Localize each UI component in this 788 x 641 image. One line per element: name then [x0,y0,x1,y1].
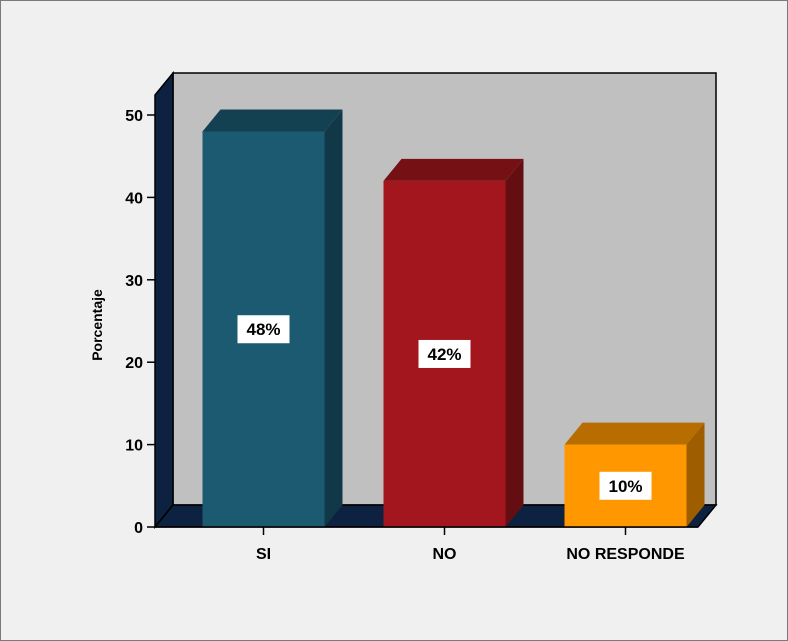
data-label-box [237,315,290,344]
y-tick-label: 30 [125,273,143,290]
data-label-box [418,339,471,368]
x-tick-label: SI [256,546,271,563]
bar-no-responde: 10% [564,422,705,527]
data-label: 42% [427,345,461,364]
x-tick-label: NO RESPONDE [566,546,685,563]
bar-top [564,422,705,445]
bar-side [686,422,705,527]
data-label: 10% [608,477,642,496]
bars: 48% 42% 10% [202,109,705,528]
bar-side [505,158,524,528]
y-axis-title: Porcentaje [89,289,105,361]
y-tick-label: 20 [125,355,143,372]
y-tick-label: 0 [134,520,143,537]
data-label-box [599,471,652,500]
bar-si: 48% [202,109,343,528]
x-tick-label: NO [433,546,457,563]
y-tick-label: 10 [125,438,143,455]
bar-top [202,109,343,132]
y-axis: 0 10 20 30 40 50 [125,108,155,537]
y-tick-label: 40 [125,190,143,207]
left-wall [154,70,174,530]
data-label: 48% [246,320,280,339]
bar-top [383,158,524,181]
y-tick-label: 50 [125,108,143,125]
x-axis: SI NO NO RESPONDE [155,526,698,563]
bar-side [324,109,343,527]
bar-no: 42% [383,158,524,528]
